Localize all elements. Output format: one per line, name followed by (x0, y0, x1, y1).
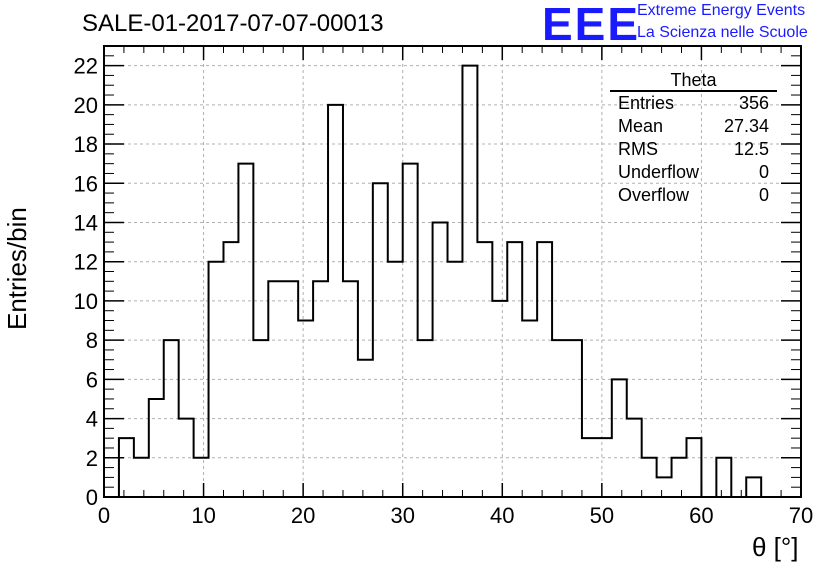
stats-label: RMS (618, 139, 658, 159)
grid-lines (104, 46, 801, 497)
chart-title: SALE-01-2017-07-07-00013 (82, 10, 384, 37)
plot-frame (103, 45, 802, 498)
y-tick-label: 4 (86, 407, 98, 432)
stats-row-entries: Entries 356 (610, 92, 777, 115)
y-tick-label: 8 (86, 328, 98, 353)
stats-label: Underflow (618, 162, 700, 182)
y-tick-label: 10 (74, 289, 98, 314)
x-tick-label: 40 (490, 503, 514, 528)
x-axis-label: θ [°] (752, 532, 799, 562)
stats-box-name: Theta (610, 70, 777, 92)
x-tick-label: 30 (390, 503, 414, 528)
logo-line-1: Extreme Energy Events (637, 2, 806, 19)
eee-logo: EEE (542, 0, 641, 50)
x-tick-label: 60 (689, 503, 713, 528)
y-tick-label: 6 (86, 367, 98, 392)
x-tick-label: 20 (291, 503, 315, 528)
stats-value: 0 (758, 162, 769, 182)
x-tick-label: 0 (98, 503, 110, 528)
x-tick-label: 70 (789, 503, 813, 528)
y-tick-label: 16 (74, 171, 98, 196)
stats-value: 356 (738, 93, 769, 113)
tick-labels: 0 10 20 30 40 50 60 70 0 2 4 6 8 10 12 14 16 18 20 22 (74, 54, 814, 528)
stats-value: 12.5 (733, 139, 769, 159)
stats-row-overflow: Overflow 0 (610, 184, 777, 207)
x-tick-label: 10 (191, 503, 215, 528)
y-tick-label: 18 (74, 132, 98, 157)
stats-value: 0 (758, 185, 769, 205)
y-axis-label: Entries/bin (2, 207, 32, 330)
stats-row-rms: RMS 12.5 (610, 138, 777, 161)
y-tick-label: 12 (74, 250, 98, 275)
y-tick-label: 22 (74, 54, 98, 79)
y-tick-label: 14 (74, 210, 98, 235)
histogram-step-line (117, 64, 777, 498)
stats-label: Mean (618, 116, 664, 136)
stats-label: Overflow (618, 185, 690, 205)
stats-value: 27.34 (723, 116, 769, 136)
y-tick-label: 2 (86, 446, 98, 471)
stats-label: Entries (618, 93, 675, 113)
stats-box: Theta Entries 356 Mean 27.34 RMS 12.5 Un… (610, 70, 777, 207)
y-tick-label: 20 (74, 93, 98, 118)
y-tick-label: 0 (86, 485, 98, 510)
x-tick-label: 50 (590, 503, 614, 528)
logo-line-2: La Scienza nelle Scuole (637, 24, 808, 41)
stats-row-underflow: Underflow 0 (610, 161, 777, 184)
stats-row-mean: Mean 27.34 (610, 115, 777, 138)
